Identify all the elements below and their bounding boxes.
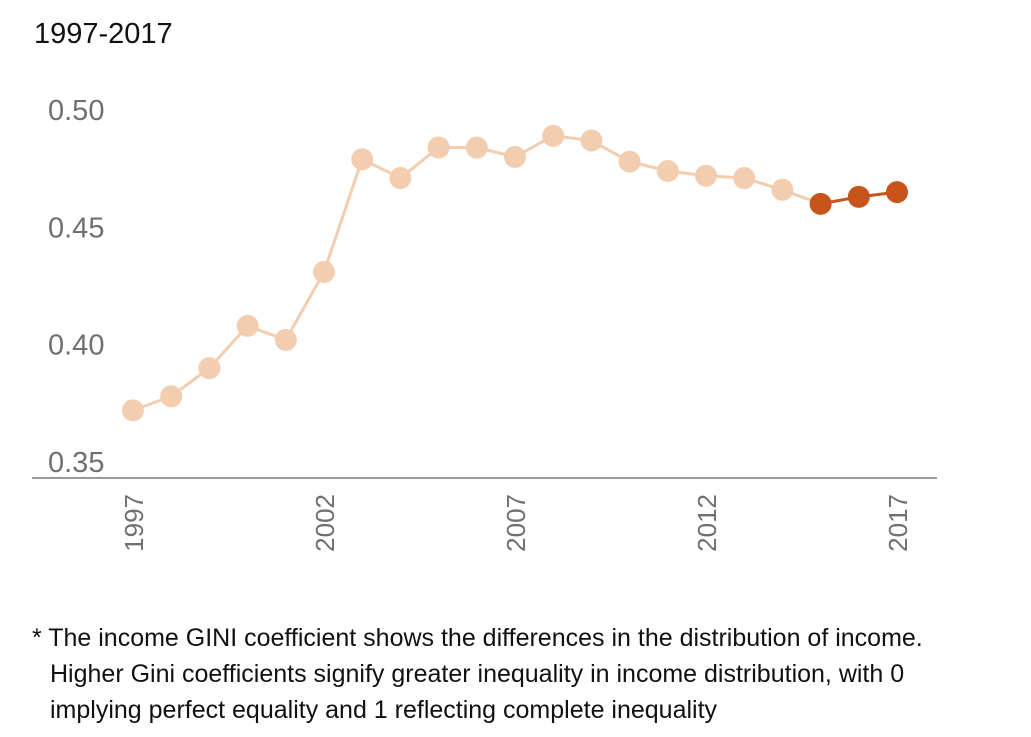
data-point [351, 148, 374, 171]
data-point [236, 314, 259, 337]
data-point [198, 357, 221, 380]
y-tick-label: 0.45 [48, 212, 104, 244]
data-point [771, 178, 794, 201]
data-point [465, 136, 488, 159]
x-tick-label: 1997 [119, 494, 149, 552]
y-tick-label: 0.50 [48, 95, 104, 127]
footnote-line-3: implying perfect equality and 1 reflecti… [50, 696, 718, 724]
x-tick-label: 2012 [692, 494, 722, 552]
data-point [313, 260, 335, 283]
data-point [618, 150, 641, 173]
data-point [580, 129, 603, 152]
y-tick-label: 0.35 [48, 447, 104, 479]
series-lines [132, 134, 898, 412]
footnote-line-2: Higher Gini coefficients signify greater… [50, 660, 905, 688]
data-point [389, 167, 412, 190]
data-point [122, 399, 144, 422]
x-tick-label: 2007 [501, 494, 531, 552]
highlight-data-point [809, 192, 832, 215]
y-tick-label: 0.40 [48, 330, 104, 362]
gini-line-chart: 0.35 0.40 0.45 0.50 1997 2002 2007 2012 2017 [32, 95, 937, 552]
data-point [733, 167, 756, 190]
line-segment [284, 271, 326, 341]
x-axis-ticks: 1997 2002 2007 2012 2017 [119, 494, 913, 552]
line-segment [322, 158, 364, 273]
data-point [427, 136, 450, 159]
data-point [542, 124, 565, 147]
series-points [122, 124, 908, 422]
data-point [695, 164, 717, 187]
x-tick-label: 2017 [883, 494, 913, 552]
footnote-line-1: * The income GINI coefficient shows the … [32, 624, 923, 652]
x-tick-label: 2002 [310, 494, 340, 552]
chart-title: 1997-2017 [34, 18, 173, 50]
y-axis-ticks: 0.35 0.40 0.45 0.50 [48, 95, 104, 479]
data-point [274, 328, 297, 351]
highlight-data-point [847, 185, 870, 208]
data-point [160, 385, 183, 408]
data-point [656, 160, 679, 183]
data-point [504, 145, 526, 168]
highlight-data-point [886, 181, 908, 204]
